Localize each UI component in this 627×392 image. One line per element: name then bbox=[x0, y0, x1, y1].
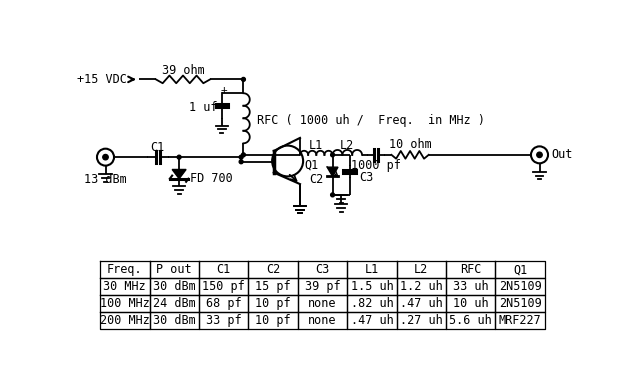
Text: C1: C1 bbox=[150, 142, 164, 154]
Text: Freq.: Freq. bbox=[107, 263, 142, 276]
Text: L1: L1 bbox=[365, 263, 379, 276]
Text: 1 uf: 1 uf bbox=[189, 101, 218, 114]
Text: 10 ohm: 10 ohm bbox=[389, 138, 431, 151]
Text: 33 pf: 33 pf bbox=[206, 314, 241, 327]
Text: none: none bbox=[308, 297, 337, 310]
Text: C2: C2 bbox=[266, 263, 280, 276]
Text: Q1: Q1 bbox=[513, 263, 527, 276]
Text: 100 MHz: 100 MHz bbox=[100, 297, 150, 310]
Text: 1.2 uh: 1.2 uh bbox=[400, 280, 443, 293]
Text: L2: L2 bbox=[340, 139, 354, 152]
Text: 33 uh: 33 uh bbox=[453, 280, 488, 293]
Text: 10 pf: 10 pf bbox=[255, 314, 291, 327]
Text: L2: L2 bbox=[414, 263, 428, 276]
Polygon shape bbox=[172, 169, 186, 179]
Text: none: none bbox=[308, 314, 337, 327]
Text: 13 dBm: 13 dBm bbox=[84, 172, 127, 185]
Circle shape bbox=[239, 160, 243, 164]
Polygon shape bbox=[327, 167, 338, 176]
Text: P out: P out bbox=[156, 263, 192, 276]
Text: 68 pf: 68 pf bbox=[206, 297, 241, 310]
Circle shape bbox=[241, 153, 245, 157]
Circle shape bbox=[330, 193, 335, 197]
Text: 2N5109: 2N5109 bbox=[499, 280, 542, 293]
Text: 30 MHz: 30 MHz bbox=[103, 280, 146, 293]
Text: 2N5109: 2N5109 bbox=[499, 297, 542, 310]
Text: MRF227: MRF227 bbox=[499, 314, 542, 327]
Text: .47 uh: .47 uh bbox=[400, 297, 443, 310]
Text: .82 uh: .82 uh bbox=[350, 297, 393, 310]
Circle shape bbox=[241, 78, 245, 81]
Text: 150 pf: 150 pf bbox=[203, 280, 245, 293]
Text: 15 pf: 15 pf bbox=[255, 280, 291, 293]
Text: 10 pf: 10 pf bbox=[255, 297, 291, 310]
Text: C3: C3 bbox=[315, 263, 330, 276]
Circle shape bbox=[103, 154, 108, 160]
Text: 24 dBm: 24 dBm bbox=[153, 297, 196, 310]
Text: 30 dBm: 30 dBm bbox=[153, 314, 196, 327]
Text: 200 MHz: 200 MHz bbox=[100, 314, 150, 327]
Text: 39 pf: 39 pf bbox=[305, 280, 340, 293]
Text: 30 dBm: 30 dBm bbox=[153, 280, 196, 293]
Text: C1: C1 bbox=[216, 263, 231, 276]
Text: 1.5 uh: 1.5 uh bbox=[350, 280, 393, 293]
Circle shape bbox=[531, 146, 548, 163]
Circle shape bbox=[537, 152, 542, 158]
Text: 5.6 uh: 5.6 uh bbox=[450, 314, 492, 327]
Text: Q1: Q1 bbox=[305, 158, 319, 171]
Text: 1000 pf: 1000 pf bbox=[351, 159, 401, 172]
Circle shape bbox=[97, 149, 114, 166]
Text: +: + bbox=[221, 85, 228, 95]
Circle shape bbox=[239, 155, 243, 159]
Text: 39 ohm: 39 ohm bbox=[162, 64, 204, 77]
Text: RFC: RFC bbox=[460, 263, 482, 276]
Text: 10 uh: 10 uh bbox=[453, 297, 488, 310]
Circle shape bbox=[330, 153, 335, 157]
Text: Out: Out bbox=[551, 148, 572, 162]
Text: .47 uh: .47 uh bbox=[350, 314, 393, 327]
Text: L1: L1 bbox=[309, 139, 324, 152]
Text: C2: C2 bbox=[309, 173, 324, 186]
Text: .27 uh: .27 uh bbox=[400, 314, 443, 327]
Text: C3: C3 bbox=[359, 171, 373, 185]
Circle shape bbox=[272, 145, 303, 176]
Text: +15 VDC: +15 VDC bbox=[76, 73, 127, 86]
Text: FD 700: FD 700 bbox=[190, 172, 233, 185]
Circle shape bbox=[177, 155, 181, 159]
Text: RFC ( 1000 uh /  Freq.  in MHz ): RFC ( 1000 uh / Freq. in MHz ) bbox=[258, 114, 485, 127]
